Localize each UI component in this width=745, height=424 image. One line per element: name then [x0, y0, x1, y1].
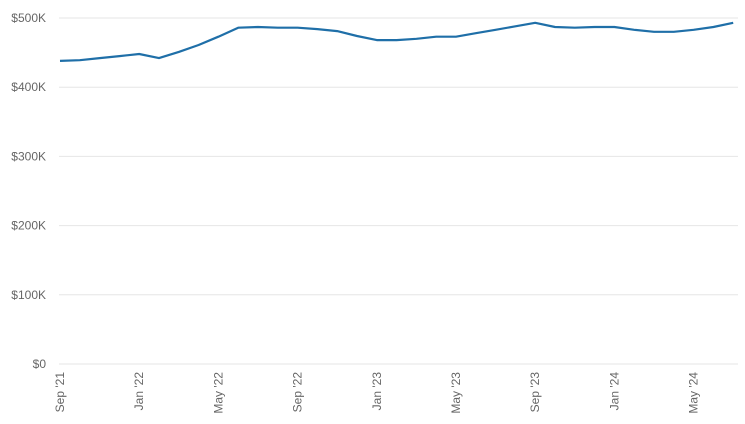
x-axis: Sep '21 Jan '22 May '22 Sep '22 Jan '23 May '…: [53, 372, 701, 414]
x-tick-label: May '24: [687, 372, 701, 414]
x-tick-label: Jan '22: [132, 372, 146, 411]
y-tick-label: $400K: [11, 80, 46, 94]
x-tick-label: Sep '21: [53, 372, 67, 413]
x-tick-label: May '23: [449, 372, 463, 414]
x-tick-label: Sep '23: [528, 372, 542, 413]
y-tick-label: $500K: [11, 11, 46, 25]
y-tick-label: $200K: [11, 219, 46, 233]
x-tick-label: Sep '22: [291, 372, 305, 413]
series-line: [59, 21, 734, 62]
x-tick-label: May '22: [211, 372, 225, 414]
gridlines: [59, 17, 738, 365]
y-tick-label: $0: [33, 357, 47, 371]
y-axis: $0 $100K $200K $300K $400K $500K: [11, 11, 46, 371]
y-tick-label: $100K: [11, 288, 46, 302]
x-tick-label: Jan '24: [607, 372, 621, 411]
y-tick-label: $300K: [11, 149, 46, 163]
x-tick-label: Jan '23: [370, 372, 384, 411]
